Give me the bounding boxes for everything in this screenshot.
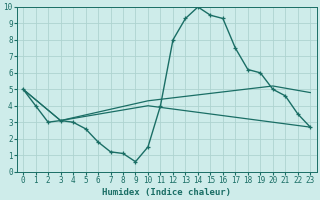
X-axis label: Humidex (Indice chaleur): Humidex (Indice chaleur) bbox=[102, 188, 231, 197]
